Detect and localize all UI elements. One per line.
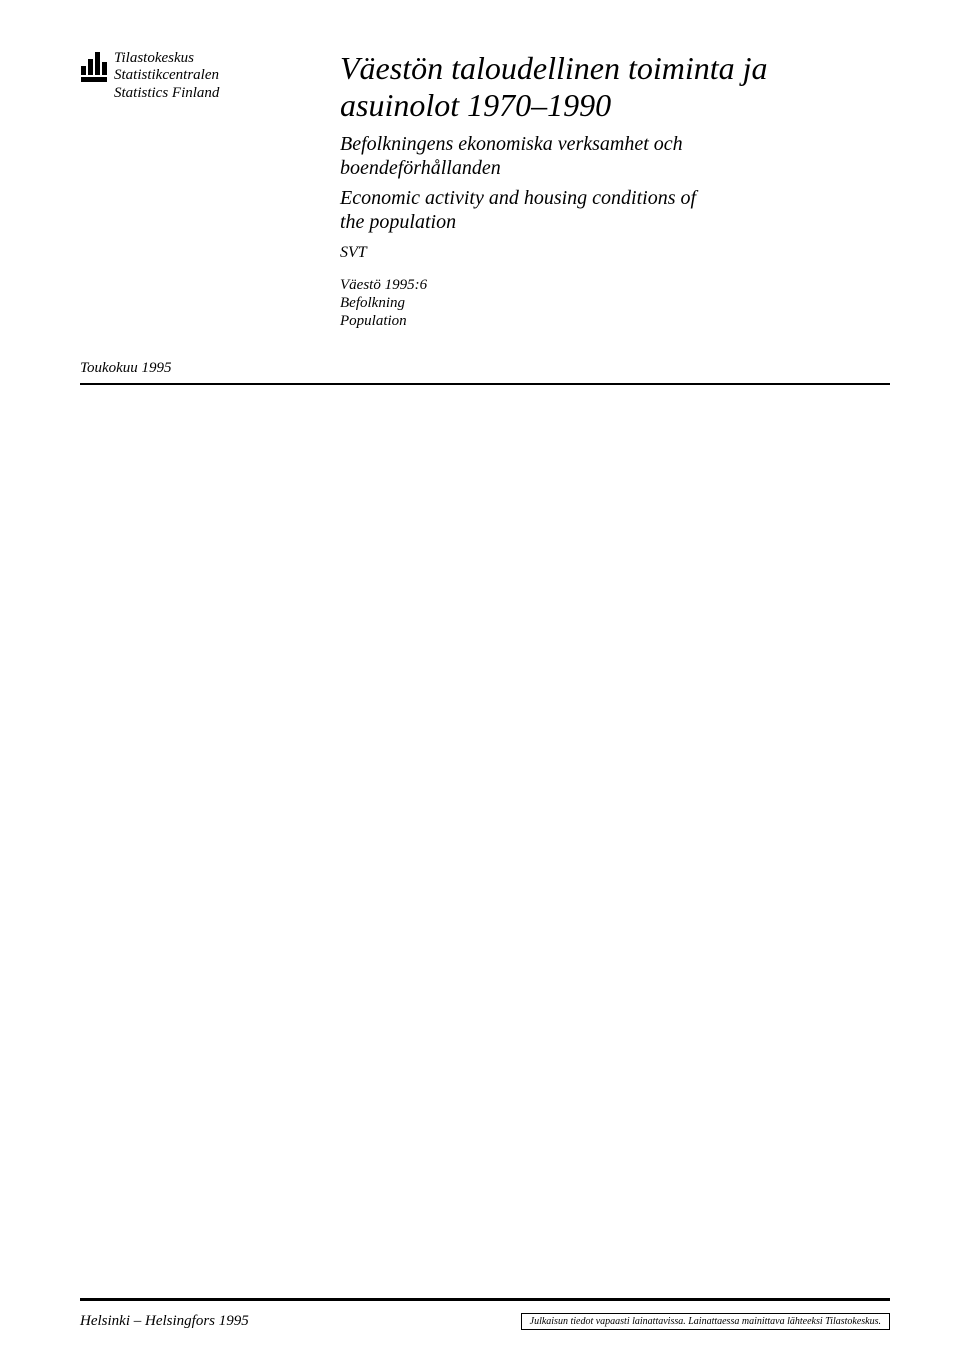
subtitle-en-line2: the population	[340, 210, 890, 234]
subtitle-en-line1: Economic activity and housing conditions…	[340, 186, 890, 210]
series-line3: Population	[340, 312, 890, 330]
main-title: Väestön taloudellinen toiminta ja asuino…	[340, 50, 890, 124]
publication-date: Toukokuu 1995	[80, 360, 890, 377]
footer-place-year: Helsinki – Helsingfors 1995	[80, 1313, 249, 1330]
title-section: Väestön taloudellinen toiminta ja asuino…	[340, 50, 890, 330]
subtitle-english: Economic activity and housing conditions…	[340, 186, 890, 234]
citation-notice-box: Julkaisun tiedot vapaasti lainattavissa.…	[521, 1313, 890, 1330]
main-title-line1: Väestön taloudellinen toiminta ja	[340, 50, 890, 87]
subtitle-sv-line1: Befolkningens ekonomiska verksamhet och	[340, 132, 890, 156]
footer-row: Helsinki – Helsingfors 1995 Julkaisun ti…	[80, 1313, 890, 1330]
logo-text: Tilastokeskus Statistikcentralen Statist…	[114, 50, 219, 102]
series-line1: Väestö 1995:6	[340, 276, 890, 294]
series-line2: Befolkning	[340, 294, 890, 312]
series-info: Väestö 1995:6 Befolkning Population	[340, 276, 890, 330]
org-name-en: Statistics Finland	[114, 85, 219, 102]
subtitle-sv-line2: boendeförhållanden	[340, 156, 890, 180]
footer: Helsinki – Helsingfors 1995 Julkaisun ti…	[80, 1298, 890, 1330]
header-row: Tilastokeskus Statistikcentralen Statist…	[80, 50, 890, 330]
org-name-sv: Statistikcentralen	[114, 67, 219, 84]
subtitle-swedish: Befolkningens ekonomiska verksamhet och …	[340, 132, 890, 180]
logo-section: Tilastokeskus Statistikcentralen Statist…	[80, 50, 340, 102]
statistics-bars-icon	[80, 52, 108, 84]
main-title-line2: asuinolot 1970–1990	[340, 87, 890, 124]
footer-rule	[80, 1298, 890, 1301]
header-rule	[80, 383, 890, 385]
document-page: Tilastokeskus Statistikcentralen Statist…	[0, 0, 960, 1370]
org-name-fi: Tilastokeskus	[114, 50, 219, 67]
svt-label: SVT	[340, 244, 890, 262]
